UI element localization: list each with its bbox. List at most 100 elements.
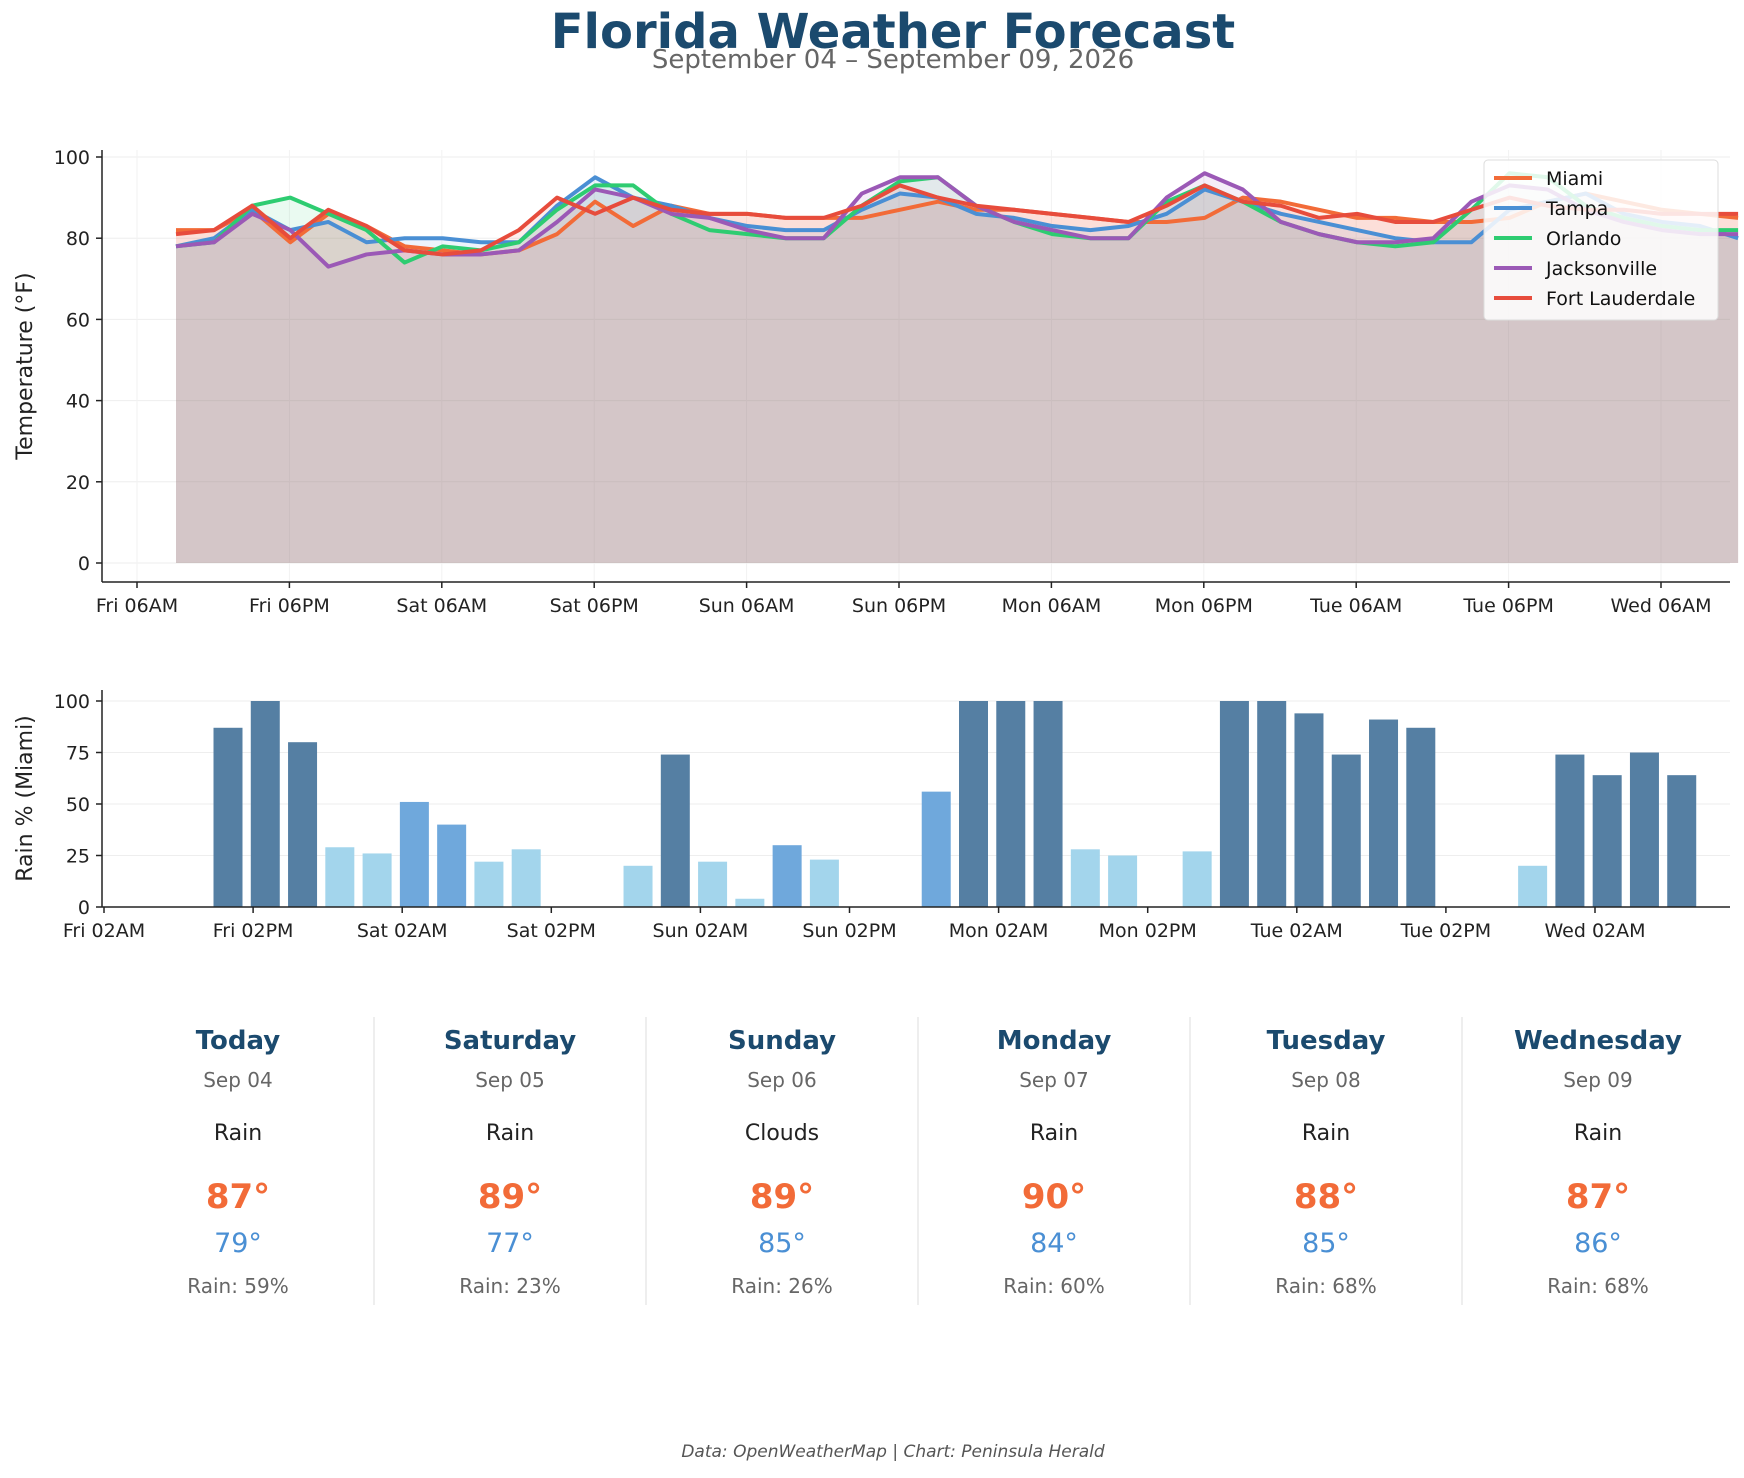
rain-x-tick-label-3: Sat 02PM [507, 920, 596, 942]
rain-bar [437, 824, 467, 907]
card-day-name: Saturday [444, 1026, 576, 1056]
rain-bar [362, 853, 392, 907]
temp-x-tick-label-2: Sat 06AM [396, 595, 487, 617]
rain-x-tick-label-1: Fri 02PM [213, 920, 294, 942]
temp-x-tick-label-3: Sat 06PM [550, 595, 639, 617]
rain-y-tick-label-3: 75 [66, 743, 90, 765]
forecast-card-tuesday: Tuesday Sep 08 Rain 88° 85° Rain: 68% [1189, 1017, 1386, 1305]
forecast-card-saturday: Saturday Sep 05 Rain 89° 77° Rain: 23% [373, 1017, 576, 1305]
rain-bar [996, 701, 1026, 907]
card-high-temp: 87° [206, 1177, 270, 1217]
rain-y-tick-label-0: 0 [78, 897, 90, 919]
rain-x-tick-label-5: Sun 02PM [802, 920, 896, 942]
rain-y-tick-label-1: 25 [66, 846, 90, 868]
rain-bar [1070, 849, 1100, 907]
temp-area-2 [176, 173, 1739, 564]
temp-area-0 [176, 193, 1739, 564]
temp-line-fort-lauderdale [175, 183, 1739, 257]
card-condition: Rain [486, 1121, 534, 1146]
card-day-name: Wednesday [1514, 1026, 1682, 1056]
card-day-name: Sunday [728, 1026, 836, 1056]
rain-bar [1518, 865, 1548, 907]
temp-y-axis-label: Temperature (°F) [13, 272, 38, 460]
card-condition: Rain [1574, 1121, 1622, 1146]
card-day-name: Tuesday [1267, 1026, 1386, 1056]
rain-bar [921, 791, 951, 907]
temp-y-tick-label-4: 80 [66, 228, 90, 250]
rain-bar [959, 701, 988, 907]
rain-y-tick-label-4: 100 [54, 691, 90, 713]
card-condition: Rain [214, 1121, 262, 1146]
card-date: Sep 04 [203, 1068, 273, 1092]
rain-bar [1219, 701, 1249, 907]
rain-bar [809, 859, 839, 907]
card-low-temp: 86° [1574, 1228, 1622, 1259]
card-rain-chance: Rain: 68% [1275, 1274, 1377, 1298]
temp-legend-label-3: Jacksonville [1545, 258, 1657, 280]
rain-bar [660, 754, 690, 907]
page-title: Florida Weather Forecast [551, 4, 1235, 60]
card-rain-chance: Rain: 60% [1003, 1274, 1105, 1298]
card-low-temp: 85° [758, 1228, 806, 1259]
rain-y-tick-label-2: 50 [66, 794, 90, 816]
card-low-temp: 85° [1302, 1228, 1350, 1259]
temp-x-tick-label-10: Wed 06AM [1610, 595, 1711, 617]
card-date: Sep 09 [1563, 1068, 1633, 1092]
temp-area-1 [176, 177, 1739, 564]
card-condition: Clouds [745, 1121, 819, 1146]
rain-bar [1331, 754, 1361, 907]
temp-area-3 [176, 173, 1739, 564]
temp-x-tick-label-7: Mon 06PM [1155, 595, 1253, 617]
forecast-card-wednesday: Wednesday Sep 09 Rain 87° 86° Rain: 68% [1461, 1017, 1682, 1305]
rain-bar [399, 801, 429, 907]
card-rain-chance: Rain: 59% [187, 1274, 289, 1298]
rain-bar [1108, 855, 1138, 907]
card-date: Sep 05 [475, 1068, 545, 1092]
rain-bar [1033, 701, 1063, 907]
card-high-temp: 89° [750, 1177, 814, 1217]
temp-x-tick-label-6: Mon 06AM [1002, 595, 1102, 617]
temp-y-tick-label-1: 20 [66, 472, 90, 494]
temp-y-tick-label-3: 60 [66, 309, 90, 331]
page-subtitle: September 04 – September 09, 2026 [652, 45, 1134, 75]
card-day-name: Today [196, 1026, 281, 1056]
temperature-chart: 0 20 40 60 80 100 Fri 06AM Fri 06PM Sat 06AM Sat … [13, 147, 1739, 617]
rain-bar [250, 701, 280, 907]
rain-bar [474, 861, 504, 907]
rain-bar [511, 849, 541, 907]
rain-chart: 0 25 50 75 100 Fri 02AM Fri 02PM Sat 02AM Sat 02… [13, 690, 1730, 942]
rain-x-tick-label-10: Wed 02AM [1544, 920, 1645, 942]
rain-bar [1294, 713, 1324, 907]
rain-bar [772, 845, 802, 907]
rain-y-axis-label: Rain % (Miami) [13, 715, 38, 882]
rain-bar [1629, 752, 1659, 907]
forecast-card-monday: Monday Sep 07 Rain 90° 84° Rain: 60% [917, 1017, 1112, 1305]
card-low-temp: 79° [214, 1228, 262, 1259]
rain-bar [735, 898, 765, 907]
rain-x-tick-label-8: Tue 02AM [1250, 920, 1343, 942]
rain-bar [1406, 727, 1436, 907]
temp-legend-label-0: Miami [1546, 168, 1603, 190]
temp-area-4 [176, 185, 1739, 564]
rain-bar [623, 865, 653, 907]
card-date: Sep 07 [1019, 1068, 1089, 1092]
temp-x-tick-label-4: Sun 06AM [699, 595, 795, 617]
temp-x-tick-label-1: Fri 06PM [249, 595, 330, 617]
card-condition: Rain [1302, 1121, 1350, 1146]
card-high-temp: 87° [1566, 1177, 1630, 1217]
card-high-temp: 90° [1022, 1177, 1086, 1217]
rain-bar [288, 742, 318, 907]
forecast-card-sunday: Sunday Sep 06 Clouds 89° 85° Rain: 26% [645, 1017, 836, 1305]
card-high-temp: 89° [478, 1177, 542, 1217]
footer-credit: Data: OpenWeatherMap | Chart: Peninsula … [681, 1442, 1104, 1462]
rain-bar [1592, 775, 1622, 907]
rain-x-tick-label-4: Sun 02AM [653, 920, 749, 942]
card-date: Sep 08 [1291, 1068, 1361, 1092]
rain-bar [1555, 754, 1585, 907]
card-day-name: Monday [997, 1026, 1112, 1056]
forecast-card-today: Today Sep 04 Rain 87° 79° Rain: 59% [187, 1026, 289, 1298]
temp-x-tick-label-5: Sun 06PM [852, 595, 946, 617]
rain-x-tick-label-6: Mon 02AM [949, 920, 1049, 942]
rain-bar [1667, 775, 1697, 907]
